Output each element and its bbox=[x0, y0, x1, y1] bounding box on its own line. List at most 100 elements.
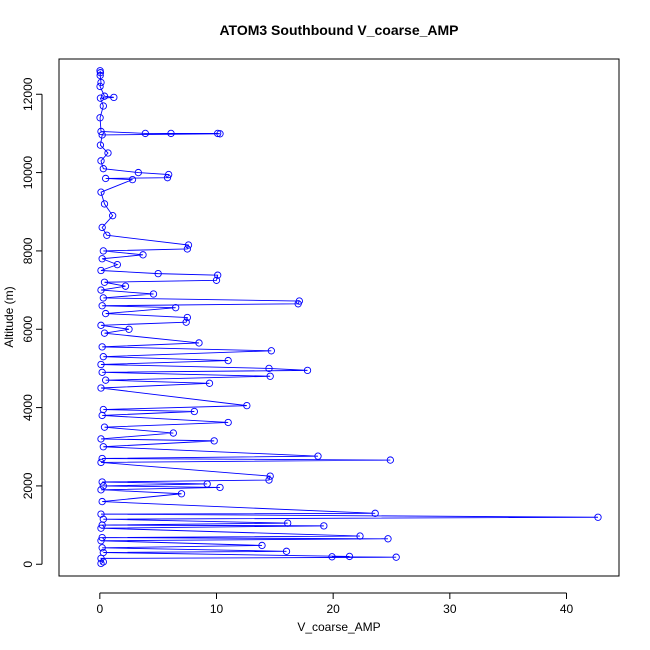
data-point bbox=[224, 356, 232, 365]
data-point bbox=[320, 522, 328, 530]
data-point bbox=[216, 130, 224, 138]
data-point bbox=[98, 368, 106, 376]
data-point bbox=[243, 401, 251, 410]
data-point bbox=[356, 532, 364, 540]
data-point bbox=[205, 379, 214, 387]
data-point bbox=[97, 127, 105, 136]
data-point bbox=[183, 245, 191, 253]
data-point bbox=[98, 131, 106, 139]
data-point bbox=[384, 535, 392, 543]
data-point bbox=[203, 480, 211, 488]
y-tick-label: 0 bbox=[21, 561, 35, 568]
data-point bbox=[110, 93, 118, 102]
series-layer bbox=[96, 67, 602, 568]
data-point bbox=[386, 456, 394, 464]
data-point bbox=[190, 407, 198, 416]
data-point bbox=[113, 260, 121, 269]
data-point bbox=[98, 478, 106, 486]
data-point bbox=[214, 129, 222, 138]
data-point bbox=[172, 304, 180, 312]
data-point bbox=[98, 255, 106, 263]
data-point bbox=[97, 78, 105, 87]
data-point bbox=[100, 423, 109, 431]
data-point bbox=[154, 269, 162, 278]
y-tick-label: 2000 bbox=[21, 472, 35, 499]
data-point bbox=[103, 231, 111, 239]
data-point bbox=[210, 437, 218, 445]
y-axis-label: Altitude (m) bbox=[2, 286, 16, 347]
data-point bbox=[97, 188, 105, 196]
data-point bbox=[97, 559, 105, 568]
data-point bbox=[98, 497, 106, 506]
data-point bbox=[125, 325, 133, 333]
data-point bbox=[96, 141, 105, 149]
data-point bbox=[109, 212, 117, 220]
data-point bbox=[96, 69, 105, 77]
data-point bbox=[97, 266, 105, 275]
data-point bbox=[97, 458, 105, 467]
data-point bbox=[98, 302, 106, 310]
data-point bbox=[392, 553, 400, 561]
data-point bbox=[328, 553, 336, 561]
data-point bbox=[177, 490, 186, 498]
y-tick-label: 6000 bbox=[21, 316, 35, 343]
y-tick-label: 10000 bbox=[21, 156, 35, 190]
data-point bbox=[141, 129, 149, 138]
data-point bbox=[134, 168, 142, 177]
data-point bbox=[149, 290, 158, 298]
data-point bbox=[314, 452, 322, 460]
data-point bbox=[97, 435, 105, 443]
data-point bbox=[182, 318, 190, 326]
data-point bbox=[99, 247, 107, 255]
data-point bbox=[128, 175, 137, 184]
data-point bbox=[96, 114, 104, 122]
data-point bbox=[102, 309, 110, 318]
x-axis-label: V_coarse_AMP bbox=[297, 620, 380, 634]
y-tick-label: 12000 bbox=[21, 77, 35, 111]
data-point bbox=[284, 519, 292, 527]
data-point bbox=[96, 71, 104, 80]
data-point bbox=[98, 454, 106, 463]
data-point bbox=[265, 476, 273, 484]
data-point bbox=[97, 384, 105, 392]
data-point bbox=[97, 286, 105, 294]
data-point bbox=[266, 472, 274, 480]
data-point bbox=[100, 92, 109, 100]
data-point bbox=[98, 544, 106, 552]
data-point bbox=[100, 278, 109, 286]
data-point bbox=[97, 360, 105, 369]
data-point bbox=[99, 482, 107, 490]
data-point bbox=[303, 366, 312, 375]
data-point bbox=[99, 102, 107, 110]
data-point bbox=[345, 552, 354, 561]
data-point bbox=[104, 149, 112, 157]
x-tick-label: 20 bbox=[326, 602, 340, 616]
chart-title: ATOM3 Southbound V_coarse_AMP bbox=[219, 22, 458, 38]
data-point bbox=[212, 276, 221, 284]
data-point bbox=[167, 129, 175, 138]
data-point bbox=[266, 372, 274, 380]
x-tick-label: 40 bbox=[560, 602, 574, 616]
x-tick-label: 10 bbox=[210, 602, 224, 616]
data-point bbox=[267, 347, 275, 355]
data-point bbox=[165, 170, 173, 179]
data-point bbox=[121, 282, 130, 290]
data-point bbox=[98, 343, 106, 351]
data-point bbox=[258, 541, 266, 550]
data-point bbox=[195, 339, 203, 347]
y-tick-label: 4000 bbox=[21, 394, 35, 421]
data-point bbox=[183, 313, 191, 322]
data-point bbox=[100, 329, 109, 337]
x-axis: 0 10 20 30 40 bbox=[96, 592, 574, 616]
data-point bbox=[98, 411, 106, 420]
x-tick-label: 30 bbox=[443, 602, 457, 616]
data-point bbox=[282, 547, 291, 555]
data-point bbox=[97, 486, 105, 494]
data-point bbox=[102, 174, 110, 183]
data-point bbox=[99, 294, 107, 302]
data-point bbox=[102, 376, 110, 384]
data-point bbox=[139, 251, 147, 259]
data-point bbox=[98, 521, 106, 529]
data-point bbox=[99, 165, 107, 173]
